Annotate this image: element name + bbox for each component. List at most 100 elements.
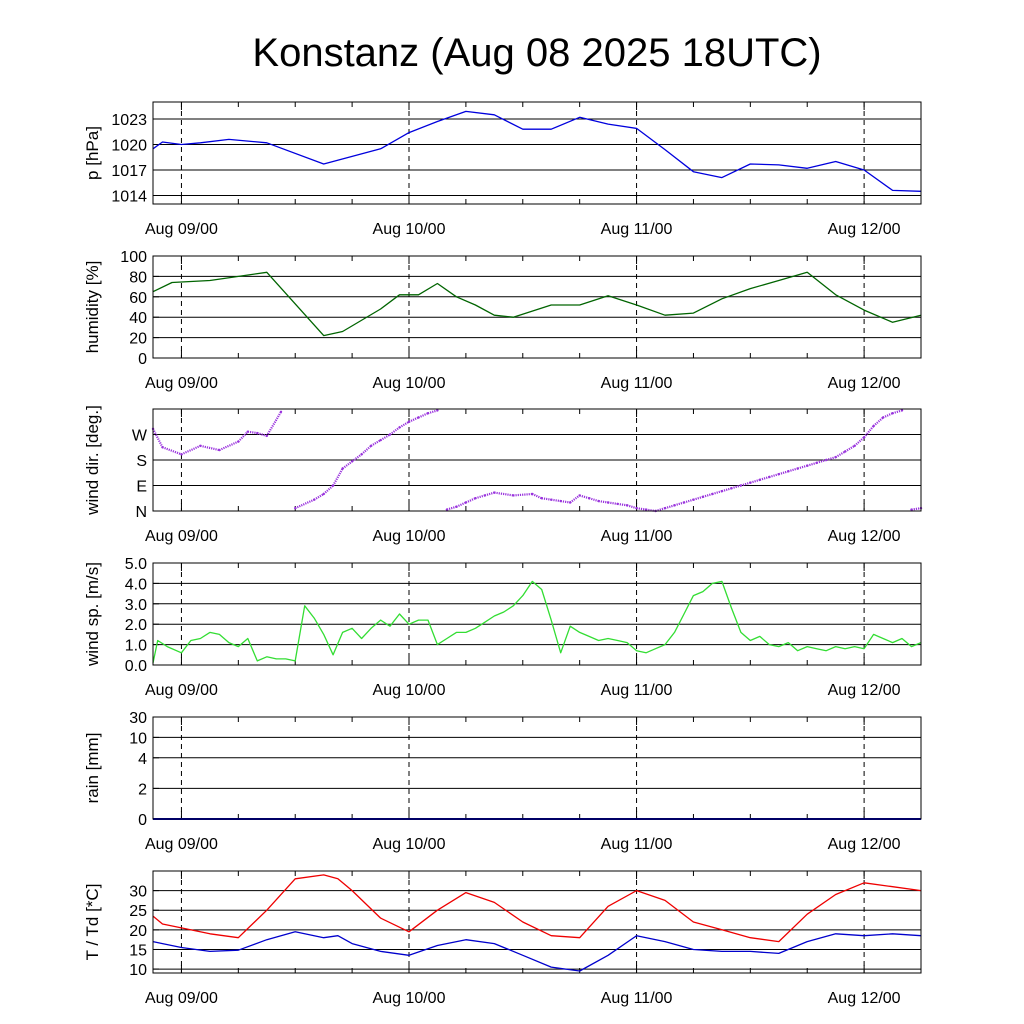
wind-dir-point — [246, 430, 250, 433]
x-tick-label: Aug 12/00 — [828, 990, 901, 1007]
wind-dir-segment — [455, 501, 467, 508]
wind-dir-point — [891, 412, 894, 415]
x-tick-label: Aug 11/00 — [601, 836, 673, 853]
wind-dir-point — [493, 491, 496, 494]
wind-dir-segment — [162, 446, 182, 456]
wind-dir-point — [910, 508, 913, 511]
series-td — [152, 931, 922, 972]
y-tick-label: 1023 — [111, 112, 147, 129]
wind-dir-segment — [389, 426, 401, 436]
wind-dir-segment — [655, 507, 666, 513]
x-tick-label: Aug 11/00 — [601, 375, 673, 392]
wind-dir-segment — [360, 445, 372, 456]
wind-dir-point — [464, 501, 468, 504]
wind-dir-point — [294, 506, 297, 510]
wind-dir-point — [787, 470, 790, 473]
y-tick-label: N — [135, 504, 147, 521]
wind-dir-segment — [398, 420, 410, 429]
wind-dir-segment — [247, 430, 258, 435]
wind-dir-point — [739, 484, 743, 487]
y-axis-label: rain [mm] — [83, 733, 102, 804]
wind-dir-point — [445, 508, 449, 511]
wind-dir-point — [360, 453, 363, 456]
wind-dir-point — [350, 460, 354, 463]
wind-dir-point — [720, 489, 724, 493]
wind-dir-point — [682, 501, 686, 504]
wind-dir-point — [730, 487, 733, 490]
wind-dir-segment — [674, 501, 685, 507]
wind-dir-segment — [256, 432, 268, 437]
wind-dir-segment — [313, 493, 325, 501]
wind-dir-point — [625, 504, 629, 507]
wind-dir-point — [379, 438, 382, 442]
wind-dir-point — [872, 424, 875, 428]
wind-dir-segment — [322, 484, 334, 495]
wind-dir-segment — [645, 508, 656, 513]
wind-dir-point — [512, 494, 515, 497]
wind-dir-segment — [569, 494, 581, 504]
wind-dir-point — [199, 444, 202, 448]
wind-dir-point — [711, 492, 714, 496]
y-tick-label: 1014 — [111, 189, 147, 206]
panel-frame — [152, 716, 922, 820]
wind-dir-segment — [475, 494, 486, 500]
y-axis-label: T / Td [*C] — [83, 884, 102, 961]
wind-dir-segment — [218, 440, 239, 452]
wind-dir-point — [673, 504, 676, 507]
wind-dir-point — [900, 409, 904, 412]
wind-dir-segment — [370, 439, 382, 447]
wind-dir-point — [279, 410, 283, 414]
wind-dir-segment — [693, 495, 704, 501]
wind-dir-segment — [408, 416, 419, 423]
x-tick-label: Aug 10/00 — [373, 990, 446, 1007]
panel-4: 0.0 1.0 2.0 3.0 4.0 5.0 wind sp. [m/s] Aug 09/0… — [83, 556, 922, 699]
wind-dir-point — [749, 481, 752, 484]
wind-dir-point — [331, 484, 335, 487]
wind-dir-segment — [683, 498, 694, 504]
wind-dir-segment — [759, 475, 770, 481]
wind-dir-point — [369, 444, 373, 448]
wind-dir-point — [796, 467, 799, 470]
wind-dir-segment — [740, 481, 751, 487]
y-tick-label: 80 — [129, 269, 147, 286]
series-line-1 — [152, 110, 922, 192]
panel-frame — [152, 255, 922, 359]
wind-dir-point — [265, 434, 268, 438]
wind-dir-segment — [626, 504, 637, 510]
wind-dir-segment — [872, 416, 884, 427]
wind-dir-segment — [560, 499, 571, 504]
wind-dir-point — [568, 501, 572, 504]
y-axis-label: wind dir. [deg.] — [83, 405, 102, 516]
y-tick-label: 4.0 — [125, 576, 147, 593]
wind-dir-segment — [579, 494, 590, 500]
wind-dir-point — [853, 444, 856, 448]
y-tick-label: 1020 — [111, 138, 147, 155]
wind-dir-point — [701, 495, 705, 499]
wind-dir-point — [777, 472, 780, 476]
x-tick-label: Aug 11/00 — [601, 221, 673, 238]
wind-dir-point — [635, 506, 638, 510]
y-axis-label: humidity [%] — [83, 261, 102, 354]
x-tick-label: Aug 12/00 — [828, 836, 901, 853]
wind-dir-point — [768, 475, 771, 479]
wind-dir-point — [237, 440, 240, 443]
wind-dir-point — [559, 499, 562, 503]
y-tick-label: 30 — [129, 710, 147, 727]
y-tick-label: 1017 — [111, 163, 147, 180]
wind-dir-point — [398, 426, 401, 429]
wind-dir-segment — [806, 461, 818, 467]
y-tick-label: 15 — [129, 942, 147, 959]
wind-dir-segment — [265, 411, 282, 437]
wind-dir-segment — [835, 450, 846, 459]
wind-dir-point — [388, 433, 392, 436]
y-tick-label: 0 — [138, 812, 147, 829]
wind-dir-segment — [787, 467, 799, 473]
wind-dir-point — [663, 506, 667, 510]
wind-dir-point — [417, 416, 420, 419]
wind-dir-point — [862, 436, 866, 439]
panel-6: 10 15 20 25 30 T / Td [*C] Aug 09/00 Aug 10/00 A… — [83, 870, 922, 1007]
x-tick-label: Aug 12/00 — [828, 375, 901, 392]
wind-dir-segment — [294, 498, 315, 510]
x-tick-label: Aug 10/00 — [373, 682, 446, 699]
wind-dir-segment — [465, 497, 476, 504]
